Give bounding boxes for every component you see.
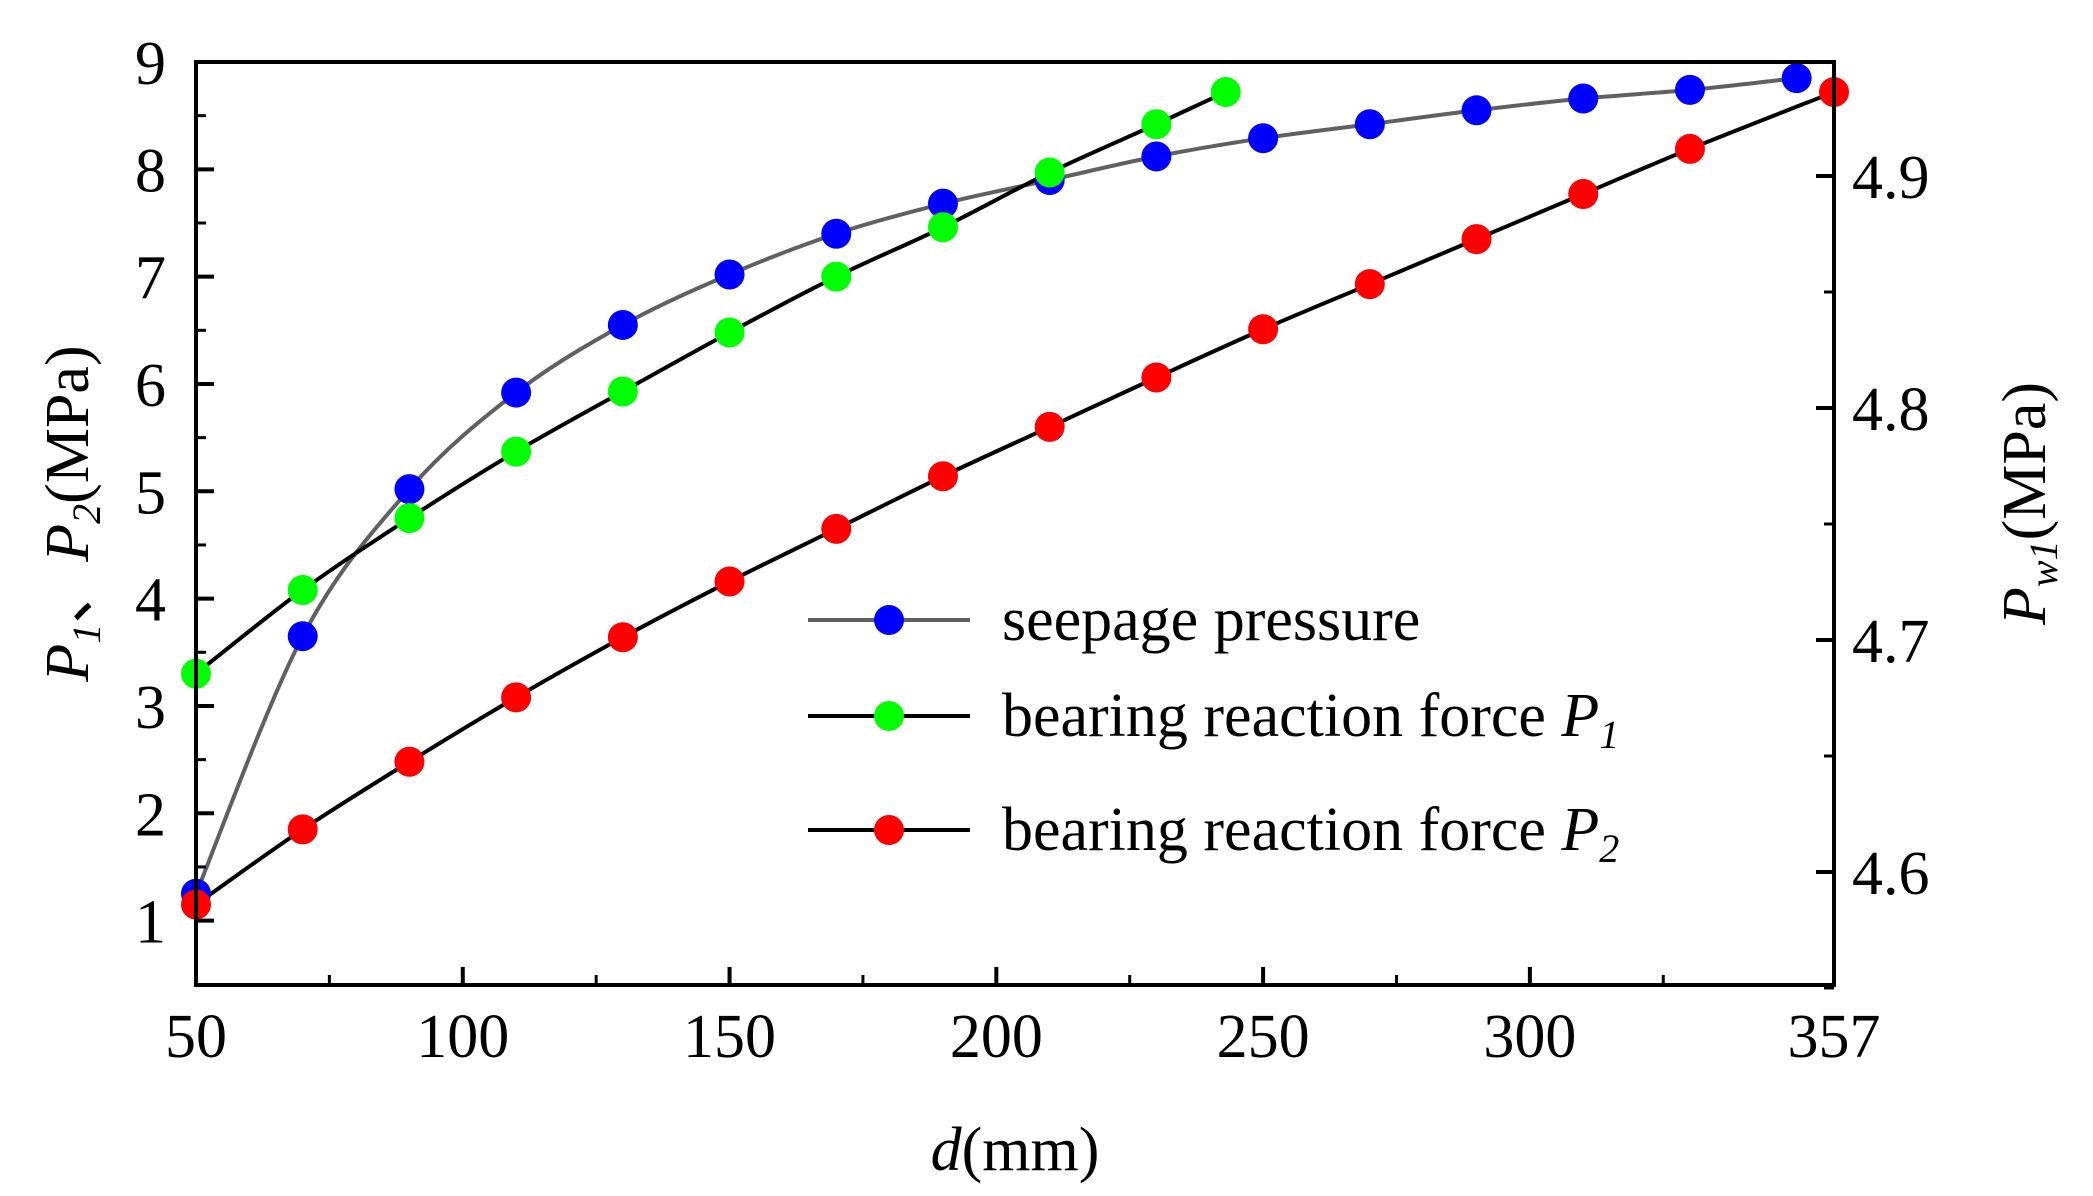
data-point-seepage xyxy=(1248,123,1279,154)
x-tick-label: 50 xyxy=(165,1003,227,1071)
y-left-title-unit: (MPa) xyxy=(34,345,102,503)
y-left-tick-label: 9 xyxy=(135,30,166,98)
data-point-p2 xyxy=(394,746,425,777)
y-left-axis-title: P1、P2(MPa) xyxy=(34,345,109,682)
legend: seepage pressure bearing reaction force … xyxy=(808,586,1619,871)
data-point-p1 xyxy=(1210,77,1241,108)
x-axis-title-var: d xyxy=(931,1116,963,1184)
y-left-tick-label: 1 xyxy=(135,889,166,957)
y-left-tick-label: 7 xyxy=(135,245,166,313)
x-axis-title: d(mm) xyxy=(931,1116,1100,1184)
legend-label-p2-sub: 2 xyxy=(1599,826,1619,871)
data-point-p2 xyxy=(1674,133,1705,164)
data-point-seepage xyxy=(287,621,318,652)
legend-label-p2: bearing reaction force P2 xyxy=(1002,796,1619,871)
data-point-p2 xyxy=(1141,362,1172,393)
data-point-seepage xyxy=(394,474,425,505)
data-point-p1 xyxy=(501,436,532,467)
data-point-seepage xyxy=(1781,63,1812,94)
data-point-seepage xyxy=(1674,74,1705,105)
series-line-p2 xyxy=(194,90,1835,907)
y-right-title-unit: (MPa) xyxy=(1991,382,2059,540)
y-left-title-p2-sub: 2 xyxy=(64,504,109,524)
data-point-p1 xyxy=(1141,109,1172,140)
data-point-p2 xyxy=(287,814,318,845)
y-right-tick-label: 4.9 xyxy=(1852,144,1930,212)
y-axis-right: 4.6 4.7 4.8 4.9 xyxy=(1816,144,1930,990)
data-point-seepage xyxy=(714,259,745,290)
legend-label-p2-var: P xyxy=(1560,796,1599,864)
data-point-p1 xyxy=(1034,157,1065,188)
y-left-tick-label: 2 xyxy=(135,781,166,849)
data-point-p2 xyxy=(1034,411,1065,442)
legend-entry-p1: bearing reaction force P1 xyxy=(808,682,1619,757)
y-left-tick-label: 5 xyxy=(135,459,166,527)
data-point-seepage xyxy=(927,188,958,219)
legend-label-p1-text: bearing reaction force xyxy=(1002,682,1561,750)
data-point-p2 xyxy=(1568,179,1599,210)
data-point-p1 xyxy=(927,212,958,243)
series-layer xyxy=(181,63,1849,920)
legend-marker-p2 xyxy=(874,815,904,845)
x-tick-label: 200 xyxy=(950,1003,1043,1071)
data-point-p2 xyxy=(821,513,852,544)
y-left-title-p1: P xyxy=(34,644,102,683)
x-tick-label: 357 xyxy=(1788,1003,1881,1071)
legend-label-p2-text: bearing reaction force xyxy=(1002,796,1561,864)
y-right-tick-label: 4.8 xyxy=(1852,376,1930,444)
x-tick-label: 300 xyxy=(1483,1003,1576,1071)
y-left-title-p2: P xyxy=(34,524,102,563)
x-axis: 50 100 150 200 250 300 357 xyxy=(165,967,1881,1071)
legend-label-p1-var: P xyxy=(1560,682,1599,750)
data-point-seepage xyxy=(1141,141,1172,172)
y-left-tick-label: 6 xyxy=(135,352,166,420)
data-point-p1 xyxy=(821,261,852,292)
legend-label-seepage: seepage pressure xyxy=(1002,586,1420,654)
legend-marker-p1 xyxy=(874,701,904,731)
legend-entry-seepage-pressure: seepage pressure xyxy=(808,586,1420,654)
x-tick-label: 250 xyxy=(1217,1003,1310,1071)
data-point-p1 xyxy=(394,503,425,534)
data-point-p2 xyxy=(1461,224,1492,255)
data-point-p2 xyxy=(1354,269,1385,300)
y-right-title-var: P xyxy=(1991,587,2059,626)
y-right-axis-title: Pw1(MPa) xyxy=(1991,382,2066,626)
data-point-p2 xyxy=(1248,314,1279,345)
data-point-seepage xyxy=(501,377,532,408)
y-left-title-sep: 、 xyxy=(34,562,102,624)
data-point-p2 xyxy=(607,622,638,653)
data-point-p2 xyxy=(501,682,532,713)
data-point-seepage xyxy=(607,309,638,340)
x-tick-label: 100 xyxy=(416,1003,509,1071)
legend-label-p1: bearing reaction force P1 xyxy=(1002,682,1619,757)
data-point-seepage xyxy=(1461,95,1492,126)
y-axis-left: 1 2 3 4 5 6 7 8 9 xyxy=(135,30,214,957)
data-point-seepage xyxy=(1568,83,1599,114)
data-point-p1 xyxy=(714,317,745,348)
legend-entry-p2: bearing reaction force P2 xyxy=(808,796,1619,871)
y-right-tick-label: 4.7 xyxy=(1852,608,1930,676)
legend-marker-seepage xyxy=(874,605,904,635)
y-left-title-p1-sub: 1 xyxy=(64,624,109,644)
legend-label-p1-sub: 1 xyxy=(1599,712,1619,757)
data-point-seepage xyxy=(1354,109,1385,140)
data-point-p2 xyxy=(927,461,958,492)
data-point-seepage xyxy=(821,218,852,249)
y-left-tick-label: 4 xyxy=(135,567,166,635)
data-point-p1 xyxy=(287,575,318,606)
y-right-tick-label: 4.6 xyxy=(1852,840,1930,908)
x-axis-title-unit: (mm) xyxy=(962,1116,1100,1184)
y-right-title-sub: w1 xyxy=(2021,540,2066,587)
data-point-p2 xyxy=(714,566,745,597)
y-left-tick-label: 3 xyxy=(135,674,166,742)
y-left-tick-label: 8 xyxy=(135,137,166,205)
data-point-p1 xyxy=(607,376,638,407)
x-tick-label: 150 xyxy=(683,1003,776,1071)
